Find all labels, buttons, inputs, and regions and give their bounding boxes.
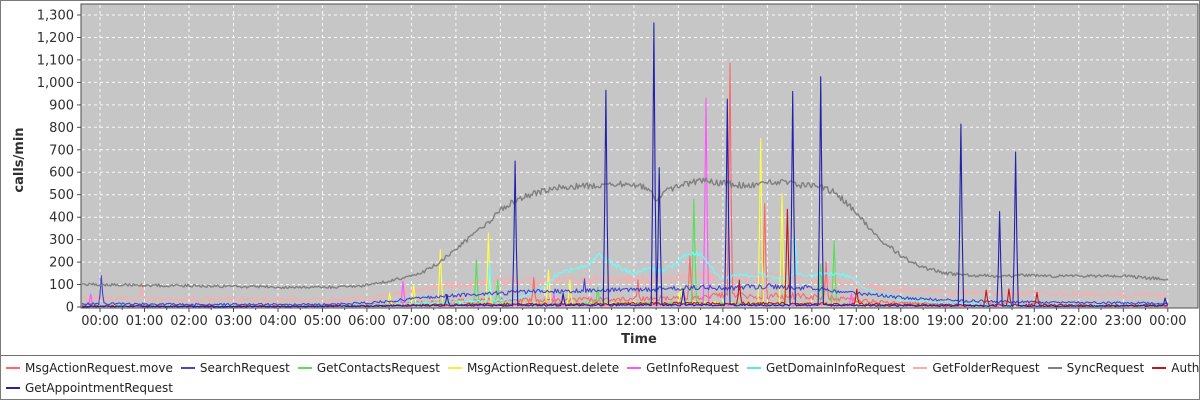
x-axis-title: Time xyxy=(621,332,657,347)
legend-label: AuthRequest xyxy=(1171,361,1199,375)
y-tick-label: 200 xyxy=(49,256,74,271)
y-tick-label: 300 xyxy=(49,233,74,248)
legend-item: SearchRequest xyxy=(180,361,290,375)
legend-swatch-icon xyxy=(1152,367,1167,369)
legend-swatch-icon xyxy=(447,367,462,369)
x-tick-label: 01:00 xyxy=(126,314,163,329)
x-tick-label: 14:00 xyxy=(704,314,741,329)
y-tick-label: 1,000 xyxy=(37,76,74,91)
x-tick-label: 21:00 xyxy=(1016,314,1053,329)
legend-swatch-icon xyxy=(6,367,20,369)
axis-ticks xyxy=(77,14,1169,312)
legend-row: GetAppointmentRequest xyxy=(6,378,1199,398)
legend-item: GetInfoRequest xyxy=(627,361,739,375)
legend-item: SyncRequest xyxy=(1047,361,1145,375)
x-tick-label: 22:00 xyxy=(1060,314,1097,329)
series-GetAppointmentRequest xyxy=(82,22,1169,308)
plot-background xyxy=(81,4,1198,308)
legend-label: SearchRequest xyxy=(199,361,290,375)
series-SearchRequest xyxy=(82,275,1169,307)
legend-label: MsgActionRequest.move xyxy=(25,361,173,375)
chart-area: 00:00 01:00 02:00 03:00 04:00 05:00 06:00 07:00… xyxy=(1,1,1199,355)
legend-swatch-icon xyxy=(746,367,761,369)
legend-label: GetContactsRequest xyxy=(316,361,440,375)
legend-swatch-icon xyxy=(297,367,312,369)
legend-swatch-icon xyxy=(913,367,928,369)
tick-labels: 00:00 01:00 02:00 03:00 04:00 05:00 06:00 07:00… xyxy=(37,9,1187,330)
y-axis-title: calls/min xyxy=(12,127,27,193)
x-tick-label: 10:00 xyxy=(526,314,563,329)
x-tick-label: 16:00 xyxy=(793,314,830,329)
x-tick-label: 09:00 xyxy=(482,314,519,329)
x-tick-label: 07:00 xyxy=(393,314,430,329)
y-tick-label: 1,300 xyxy=(37,9,74,24)
legend-item: GetAppointmentRequest xyxy=(6,381,173,395)
x-tick-label: 00:00 xyxy=(81,314,118,329)
legend-label: GetDomainInfoRequest xyxy=(765,361,906,375)
y-tick-label: 600 xyxy=(49,166,74,181)
x-tick-label: 08:00 xyxy=(437,314,474,329)
legend-swatch-icon xyxy=(1047,367,1062,369)
legend-swatch-icon xyxy=(180,367,195,369)
x-tick-label: 11:00 xyxy=(571,314,608,329)
x-tick-label: 00:00 xyxy=(1149,314,1186,329)
x-tick-label: 13:00 xyxy=(660,314,697,329)
y-tick-label: 400 xyxy=(49,211,74,226)
y-tick-label: 1,200 xyxy=(37,31,74,46)
series-SyncRequest xyxy=(82,177,1169,290)
legend-item: GetFolderRequest xyxy=(913,361,1040,375)
legend-swatch-icon xyxy=(627,367,642,369)
x-tick-label: 18:00 xyxy=(882,314,919,329)
legend-label: MsgActionRequest.delete xyxy=(466,361,620,375)
x-tick-label: 17:00 xyxy=(838,314,875,329)
x-tick-label: 19:00 xyxy=(927,314,964,329)
legend-row: MsgActionRequest.move SearchRequest GetCon… xyxy=(6,358,1199,378)
y-tick-label: 0 xyxy=(66,301,74,316)
x-tick-label: 02:00 xyxy=(170,314,207,329)
legend-label: GetFolderRequest xyxy=(932,361,1040,375)
x-tick-label: 15:00 xyxy=(749,314,786,329)
y-tick-label: 500 xyxy=(49,188,74,203)
legend: MsgActionRequest.move SearchRequest GetCon… xyxy=(1,355,1199,399)
x-tick-label: 04:00 xyxy=(259,314,296,329)
legend-label: GetAppointmentRequest xyxy=(25,381,173,395)
x-tick-label: 06:00 xyxy=(348,314,385,329)
legend-item: MsgActionRequest.delete xyxy=(447,361,620,375)
x-tick-label: 23:00 xyxy=(1105,314,1142,329)
legend-item: MsgActionRequest.move xyxy=(6,361,173,375)
legend-label: SyncRequest xyxy=(1066,361,1145,375)
series-lines xyxy=(82,22,1169,308)
legend-swatch-icon xyxy=(6,387,20,389)
x-tick-label: 05:00 xyxy=(304,314,341,329)
chart-canvas: 00:00 01:00 02:00 03:00 04:00 05:00 06:00 07:00… xyxy=(37,3,1199,330)
y-tick-label: 100 xyxy=(49,278,74,293)
y-tick-label: 1,100 xyxy=(37,53,74,68)
y-tick-label: 900 xyxy=(49,98,74,113)
legend-label: GetInfoRequest xyxy=(646,361,739,375)
y-tick-label: 800 xyxy=(49,121,74,136)
plot-border xyxy=(80,3,1199,309)
legend-item: GetContactsRequest xyxy=(297,361,440,375)
legend-item: AuthRequest xyxy=(1152,361,1199,375)
gridlines xyxy=(82,5,1197,307)
y-tick-label: 700 xyxy=(49,143,74,158)
x-tick-label: 20:00 xyxy=(971,314,1008,329)
x-tick-label: 12:00 xyxy=(615,314,652,329)
legend-item: GetDomainInfoRequest xyxy=(746,361,906,375)
x-tick-label: 03:00 xyxy=(215,314,252,329)
